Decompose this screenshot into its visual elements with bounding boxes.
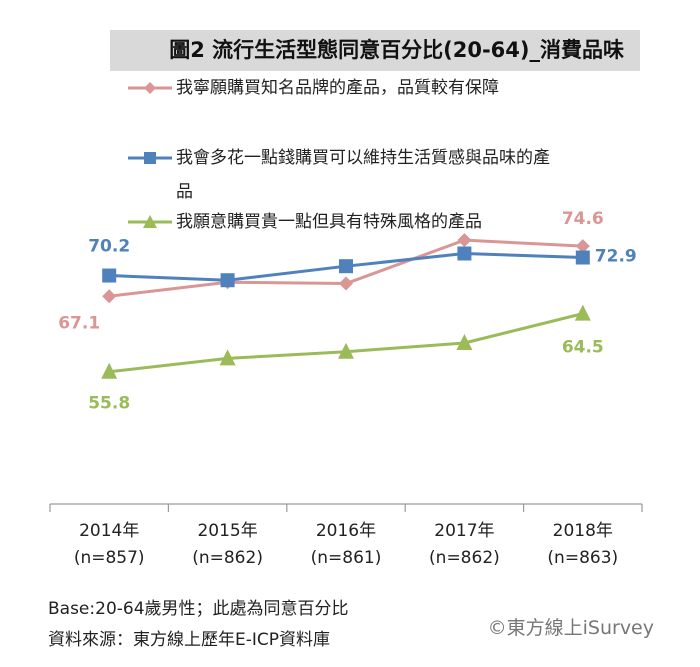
- legend-swatch-brand: [128, 82, 172, 94]
- x-tick-label: 2015年: [197, 521, 257, 541]
- chart-title: 圖2 流行生活型態同意百分比(20-64)_消費品味: [169, 38, 624, 62]
- data-point-square: [220, 273, 235, 288]
- data-point-triangle: [219, 349, 236, 366]
- data-point-diamond: [102, 289, 117, 304]
- x-tick-label: (n=862): [429, 548, 500, 568]
- axis-layer: 2014年 (n=857) 2015年 (n=862) 2016年 (n=861) 2017…: [49, 503, 643, 568]
- legend-swatch-quality: [128, 152, 172, 164]
- legend-label-quality-line1: 我會多花一點錢購買可以維持生活質感與品味的產: [176, 148, 550, 168]
- x-tick-label: (n=862): [192, 548, 263, 568]
- data-label: 74.6: [562, 209, 604, 229]
- x-tick-label: 2018年: [553, 521, 613, 541]
- legend-label-style: 我願意購買貴一點但具有特殊風格的產品: [176, 212, 482, 232]
- x-tick-label: 2016年: [316, 521, 376, 541]
- data-point-diamond: [457, 233, 472, 248]
- line-chart: 2014年 (n=857) 2015年 (n=862) 2016年 (n=861) 2017…: [49, 209, 643, 568]
- data-label-layer: 67.1 74.6 70.2 72.9 55.8 64.5: [58, 209, 637, 414]
- data-point-triangle: [574, 304, 591, 321]
- x-tick-label: (n=861): [311, 548, 382, 568]
- data-point-square: [102, 268, 117, 283]
- title-box: 圖2 流行生活型態同意百分比(20-64)_消費品味: [110, 30, 640, 71]
- data-label: 64.5: [562, 338, 604, 358]
- footnote-base: Base:20-64歲男性；此處為同意百分比: [48, 599, 349, 619]
- data-label: 67.1: [58, 313, 100, 333]
- footnote-source: 資料來源：東方線上歷年E-ICP資料庫: [48, 630, 331, 650]
- data-point-square: [575, 250, 590, 265]
- x-tick-label: (n=857): [74, 548, 145, 568]
- credit-watermark: ©東方線上iSurvey: [487, 617, 654, 639]
- x-tick-label: (n=863): [547, 548, 618, 568]
- data-point-square: [457, 246, 472, 261]
- data-point-triangle: [338, 342, 354, 359]
- data-point-diamond: [339, 276, 353, 291]
- data-point-triangle: [101, 362, 118, 379]
- data-point-triangle: [456, 334, 473, 351]
- series-line: [109, 312, 584, 374]
- legend-label-brand: 我寧願購買知名品牌的產品，品質較有保障: [176, 78, 499, 98]
- data-point-square: [339, 259, 353, 274]
- legend-swatch-style: [128, 215, 172, 228]
- data-label: 70.2: [88, 237, 130, 257]
- data-point-diamond: [575, 239, 590, 254]
- legend-label-quality-line2: 品: [176, 182, 193, 202]
- data-label: 55.8: [88, 394, 130, 414]
- x-tick-label: 2017年: [434, 521, 494, 541]
- series-layer: [101, 233, 591, 379]
- x-tick-label: 2014年: [79, 521, 139, 541]
- data-label: 72.9: [595, 247, 637, 267]
